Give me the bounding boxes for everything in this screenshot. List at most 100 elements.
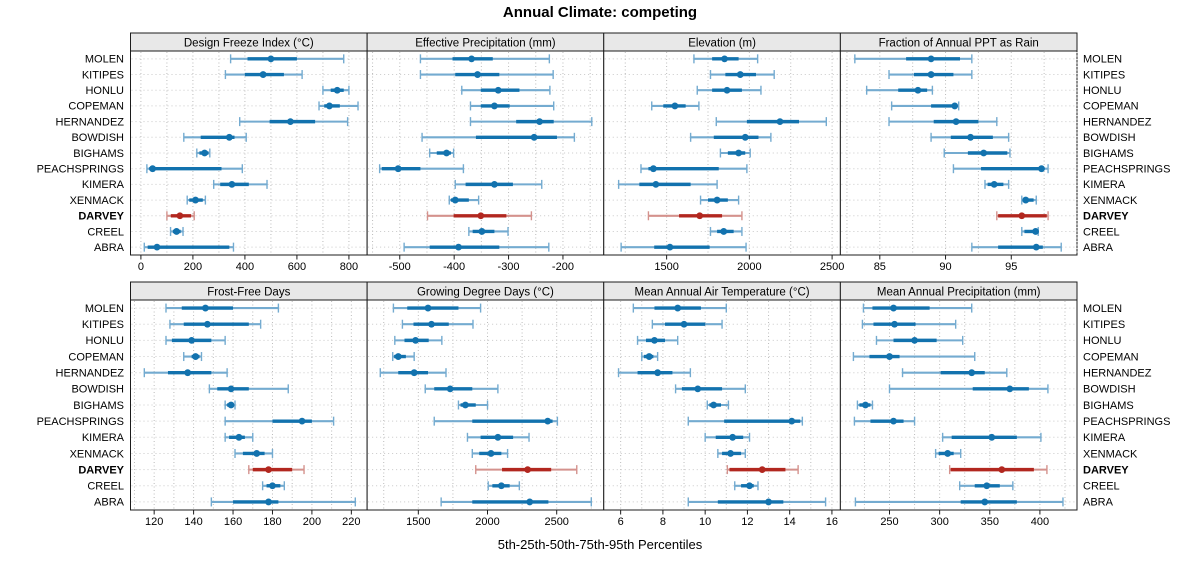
station-label-left: MOLEN xyxy=(85,54,124,66)
axis-tick-label: 1500 xyxy=(406,516,430,528)
median-dot xyxy=(192,196,199,204)
station-label-right: KITIPES xyxy=(1083,69,1125,81)
axis-tick-label: 300 xyxy=(930,516,948,528)
panel-strip-title: Design Freeze Index (°C) xyxy=(184,38,314,50)
station-label-right: BIGHAMS xyxy=(1083,400,1134,412)
axis-tick-label: 250 xyxy=(880,516,898,528)
station-label-right: COPEMAN xyxy=(1083,101,1139,113)
median-dot xyxy=(287,118,294,126)
median-dot xyxy=(988,433,996,441)
station-label-left: KITIPES xyxy=(82,319,124,331)
station-label-right: HONLU xyxy=(1083,85,1122,97)
median-dot xyxy=(494,433,502,441)
median-dot xyxy=(990,180,998,188)
median-dot xyxy=(227,385,235,393)
median-dot xyxy=(890,304,897,312)
median-dot xyxy=(491,102,498,110)
axis-tick-label: -200 xyxy=(552,261,574,273)
median-dot xyxy=(443,149,450,157)
median-dot xyxy=(652,180,660,188)
panel-strip-title: Mean Annual Air Temperature (°C) xyxy=(635,287,810,299)
median-dot xyxy=(694,385,702,393)
station-label-left: CREEL xyxy=(87,226,124,238)
station-label-left: DARVEY xyxy=(78,211,124,223)
median-dot xyxy=(494,86,502,94)
median-dot xyxy=(758,466,766,474)
median-dot xyxy=(253,450,261,457)
median-dot xyxy=(952,118,960,126)
median-dot xyxy=(967,133,974,141)
axis-tick-label: 2500 xyxy=(544,516,568,528)
station-label-left: BOWDISH xyxy=(71,384,124,396)
median-dot xyxy=(654,369,662,377)
median-dot xyxy=(176,212,184,220)
median-dot xyxy=(723,86,731,94)
median-dot xyxy=(671,102,679,110)
axis-tick-label: 2000 xyxy=(737,261,761,273)
station-label-right: PEACHSPRINGS xyxy=(1083,163,1170,175)
median-dot xyxy=(721,55,728,63)
median-dot xyxy=(267,55,275,63)
median-dot xyxy=(713,196,721,204)
panel-strip-title: Growing Degree Days (°C) xyxy=(417,287,554,299)
panel-strip-title: Fraction of Annual PPT as Rain xyxy=(879,38,1039,50)
median-dot xyxy=(235,433,243,441)
station-label-right: DARVEY xyxy=(1083,211,1129,223)
axis-tick-label: 14 xyxy=(784,516,796,528)
median-dot xyxy=(394,353,402,360)
median-dot xyxy=(891,320,898,328)
median-dot xyxy=(474,71,481,78)
median-dot xyxy=(478,228,486,235)
axis-tick-label: -500 xyxy=(389,261,411,273)
median-dot xyxy=(477,212,485,220)
axis-tick-label: 2000 xyxy=(475,516,499,528)
median-dot xyxy=(424,304,432,312)
station-label-left: HONLU xyxy=(85,335,124,347)
median-dot xyxy=(204,320,211,328)
median-dot xyxy=(326,102,333,110)
median-dot xyxy=(201,149,209,157)
panel-strip-title: Effective Precipitation (mm) xyxy=(415,38,556,50)
median-dot xyxy=(649,165,657,173)
median-dot xyxy=(980,149,988,157)
axis-tick-label: 16 xyxy=(826,516,838,528)
station-label-left: XENMACK xyxy=(70,448,125,460)
median-dot xyxy=(696,212,704,220)
median-dot xyxy=(927,71,935,78)
median-dot xyxy=(544,417,552,425)
median-dot xyxy=(524,466,532,474)
median-dot xyxy=(451,196,459,204)
x-axis-label: 5th-25th-50th-75th-95th Percentiles xyxy=(497,537,703,552)
station-label-right: HERNANDEZ xyxy=(1083,116,1152,128)
station-label-left: PEACHSPRINGS xyxy=(37,416,124,428)
median-dot xyxy=(192,353,199,360)
station-label-left: COPEMAN xyxy=(68,351,124,363)
median-dot xyxy=(983,482,991,490)
axis-tick-label: 12 xyxy=(741,516,753,528)
median-dot xyxy=(227,401,235,409)
median-dot xyxy=(914,86,922,94)
station-label-right: KITIPES xyxy=(1083,319,1125,331)
median-dot xyxy=(944,450,952,457)
station-label-left: CREEL xyxy=(87,481,124,493)
median-dot xyxy=(727,450,734,457)
axis-tick-label: -300 xyxy=(498,261,520,273)
median-dot xyxy=(265,498,272,506)
station-label-left: MOLEN xyxy=(85,303,124,315)
axis-tick-label: 400 xyxy=(236,261,254,273)
station-label-left: BIGHAMS xyxy=(73,148,124,160)
axis-tick-label: 2500 xyxy=(820,261,844,273)
station-label-left: KITIPES xyxy=(82,69,124,81)
median-dot xyxy=(228,180,236,188)
median-dot xyxy=(526,498,534,506)
median-dot xyxy=(680,320,688,328)
median-dot xyxy=(736,71,744,78)
station-label-right: KIMERA xyxy=(1083,432,1126,444)
median-dot xyxy=(410,369,418,377)
median-dot xyxy=(674,304,682,312)
median-dot xyxy=(1022,196,1030,204)
axis-tick-label: 10 xyxy=(699,516,711,528)
axis-tick-label: 90 xyxy=(939,261,951,273)
median-dot xyxy=(1032,228,1039,235)
